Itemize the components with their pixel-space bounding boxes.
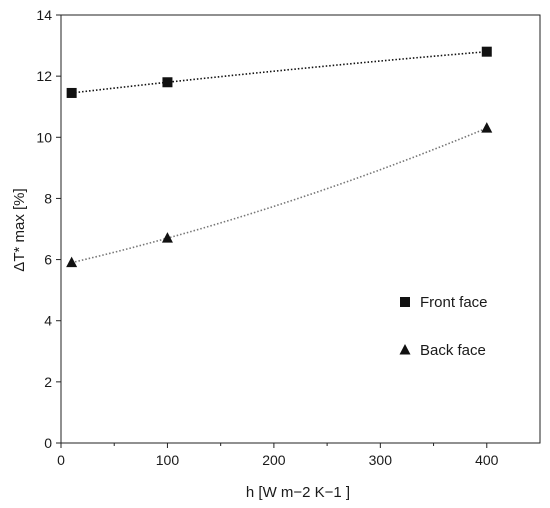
front-face-trendline	[71, 50, 487, 94]
y-tick-label: 12	[36, 68, 52, 84]
back-face-trendline	[71, 127, 488, 264]
data-markers	[66, 46, 493, 268]
front-face-point	[481, 46, 492, 57]
y-axis-ticks: 0 2 4 6 8 10 12 14	[36, 7, 61, 451]
trendlines	[71, 50, 488, 264]
y-tick-label: 6	[44, 252, 52, 268]
x-tick-label: 300	[369, 452, 393, 468]
plot-frame	[60, 14, 541, 444]
legend-front-face-marker	[400, 297, 410, 307]
back-face-point	[66, 256, 78, 268]
legend-back-face-marker	[399, 344, 411, 355]
x-tick-label: 400	[475, 452, 499, 468]
plot-area-border	[60, 14, 541, 444]
x-tick-label: 200	[262, 452, 286, 468]
y-tick-label: 14	[36, 7, 52, 23]
y-axis-label: ΔT* max [%]	[11, 188, 28, 271]
x-tick-label: 100	[156, 452, 180, 468]
legend-back-face-label: Back face	[420, 342, 486, 359]
x-axis-ticks: 0 100 200 300 400	[57, 443, 499, 468]
x-axis-label: h [W m−2 K−1 ]	[246, 484, 350, 501]
y-tick-label: 2	[44, 374, 52, 390]
y-tick-label: 4	[44, 313, 52, 329]
x-tick-label: 0	[57, 452, 65, 468]
y-tick-label: 0	[44, 435, 52, 451]
y-tick-label: 8	[44, 190, 52, 206]
legend: Front face Back face	[399, 294, 488, 359]
legend-front-face-label: Front face	[420, 294, 488, 311]
front-face-point	[162, 77, 173, 88]
front-face-point	[66, 87, 77, 98]
back-face-point	[481, 122, 493, 133]
y-tick-label: 10	[36, 129, 52, 145]
back-face-point	[161, 232, 173, 243]
